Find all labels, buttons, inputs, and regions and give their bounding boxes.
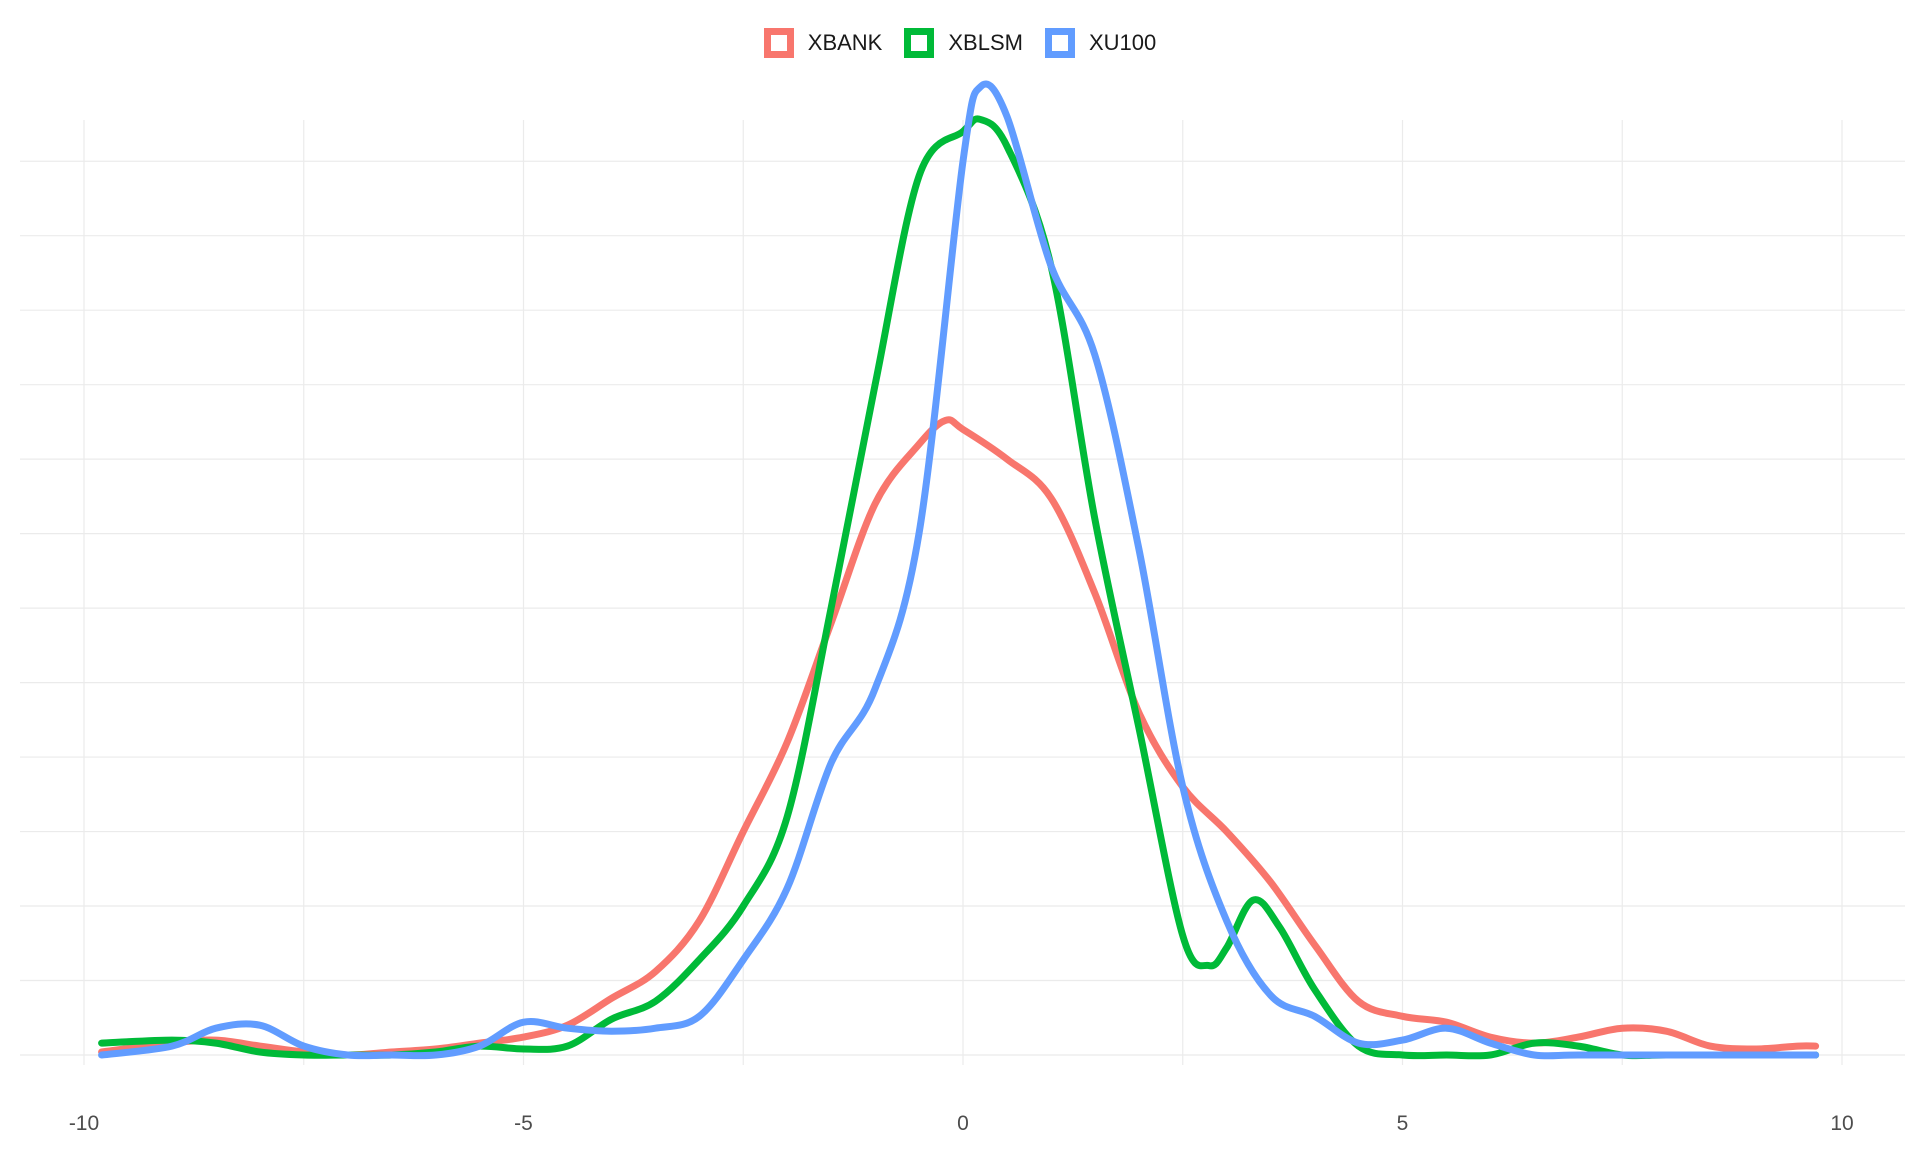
x-tick-label: 0 xyxy=(957,1112,969,1135)
legend-item-xblsm: XBLSM xyxy=(904,28,1023,58)
legend-key-xu100 xyxy=(1044,28,1075,58)
series-lines xyxy=(98,80,1820,1060)
legend-label-xbank: XBANK xyxy=(807,30,883,55)
series-line-xbank xyxy=(98,416,1820,1059)
legend: XBANK XBLSM XU100 xyxy=(0,28,1920,58)
legend-label-xu100: XU100 xyxy=(1088,30,1157,55)
legend-key-xbank xyxy=(763,28,794,58)
legend-key-xblsm xyxy=(904,28,935,58)
x-tick-label: 5 xyxy=(1397,1112,1409,1135)
grid xyxy=(20,120,1905,1065)
legend-label-xblsm: XBLSM xyxy=(948,30,1023,55)
x-tick-label: 10 xyxy=(1830,1112,1853,1135)
x-tick-label: -5 xyxy=(514,1112,533,1135)
x-tick-label: -10 xyxy=(69,1112,99,1135)
x-axis-ticks: -10 -5 0 5 10 xyxy=(69,1112,1854,1135)
series-line-xu100 xyxy=(98,80,1820,1060)
legend-item-xu100: XU100 xyxy=(1044,28,1157,58)
series-line-xblsm xyxy=(98,115,1820,1060)
legend-item-xbank: XBANK xyxy=(763,28,883,58)
